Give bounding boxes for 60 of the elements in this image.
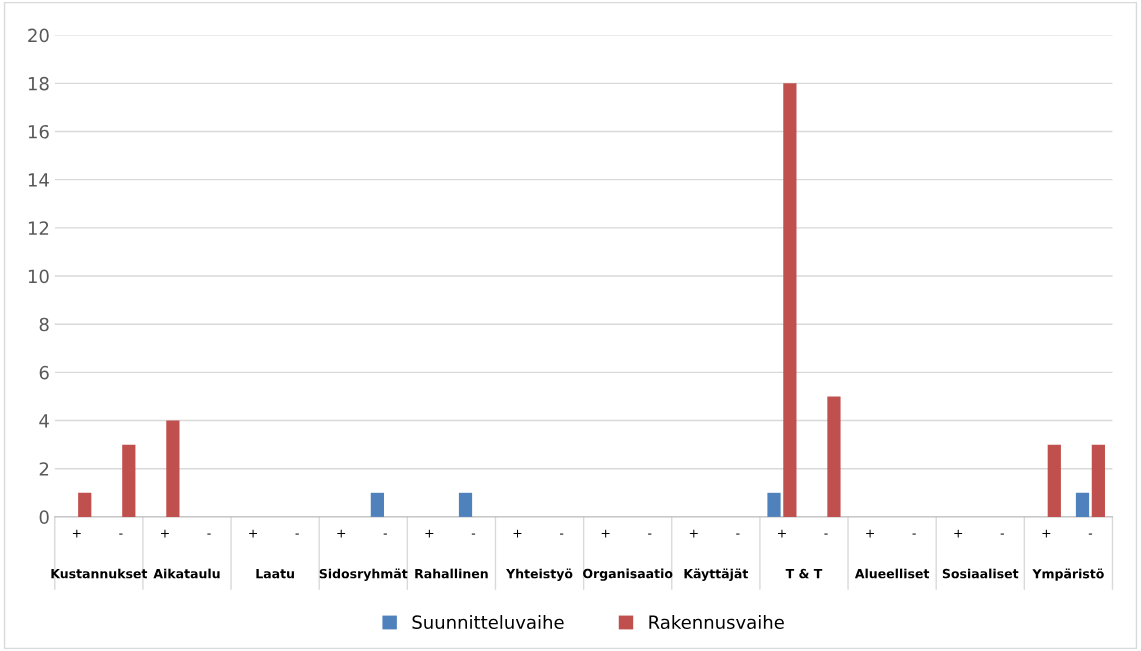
text: T & T <box>785 568 823 579</box>
bar <box>166 420 180 517</box>
bar <box>783 83 797 517</box>
text: Laatu <box>256 569 294 579</box>
x-tick-label: - <box>383 533 387 535</box>
x-tick-label: + <box>513 529 522 538</box>
y-tick-label: 2 <box>39 462 49 476</box>
bar <box>370 492 384 517</box>
x-tick-label: + <box>778 529 786 538</box>
x-tick-label: - <box>119 533 123 535</box>
x-tick-label: - <box>1000 533 1004 535</box>
y-tick-label: 18 <box>28 76 49 91</box>
x-tick-label: - <box>207 533 211 535</box>
bar <box>767 492 781 517</box>
text: Rahallinen <box>415 568 488 579</box>
y-tick-label: 8 <box>39 317 49 332</box>
bar <box>1047 444 1061 517</box>
y-tick-label: 10 <box>28 269 49 284</box>
bar <box>1075 492 1090 517</box>
x-tick-label: + <box>1042 529 1051 538</box>
text: Aikataulu <box>153 568 220 579</box>
x-tick-label: + <box>601 529 610 538</box>
text: Sosiaaliset <box>942 568 1019 579</box>
text: Organisaatio <box>583 568 673 581</box>
y-tick-label: 14 <box>28 173 49 187</box>
text: Sidosryhmät <box>319 568 408 581</box>
x-tick-label: - <box>471 533 476 535</box>
x-tick-label: + <box>425 529 434 538</box>
x-tick-label: - <box>736 533 740 535</box>
x-tick-label: + <box>249 529 257 538</box>
x-tick-label: + <box>337 529 346 538</box>
bar <box>827 396 841 517</box>
y-tick-label: 4 <box>39 414 49 428</box>
bar <box>1091 444 1105 517</box>
text: Käyttäjät <box>684 568 749 581</box>
text: Alueelliset <box>854 568 930 579</box>
x-tick-label: - <box>648 533 652 535</box>
text: Yhteistyö <box>506 568 573 581</box>
bar <box>78 492 92 517</box>
x-tick-label: + <box>72 529 81 538</box>
y-tick-label: 0 <box>39 510 49 525</box>
x-tick-label: + <box>866 529 874 538</box>
x-tick-label: + <box>689 529 698 538</box>
x-tick-label: + <box>954 529 963 538</box>
y-tick-label: 16 <box>28 124 49 139</box>
text: Ympäristö <box>1032 568 1104 581</box>
x-tick-label: - <box>824 533 828 535</box>
x-tick-label: - <box>1088 533 1093 535</box>
x-tick-label: - <box>912 533 916 535</box>
y-tick-label: 6 <box>39 365 49 380</box>
x-tick-label: - <box>559 533 564 535</box>
bar <box>122 444 136 517</box>
y-tick-label: 20 <box>28 28 49 43</box>
legend-label: Rakennusvaihe <box>649 615 784 630</box>
text: Kustannukset <box>51 568 148 579</box>
y-tick-label: 12 <box>28 221 49 235</box>
bar <box>458 492 473 517</box>
x-tick-label: + <box>161 529 169 538</box>
x-tick-label: - <box>295 533 299 535</box>
legend-label: Suunnitteluvaihe <box>412 615 564 630</box>
